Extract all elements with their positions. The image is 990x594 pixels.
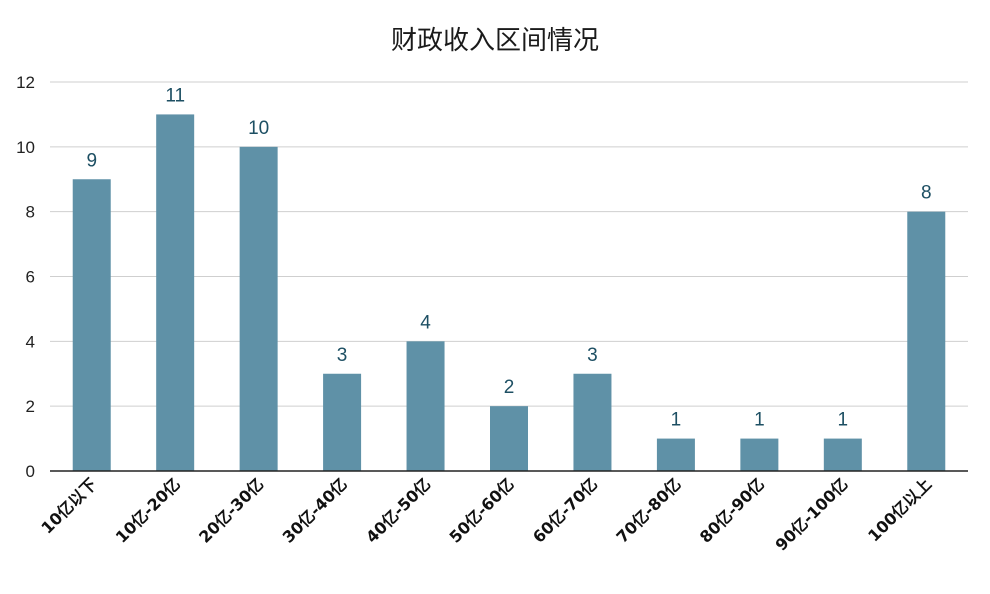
data-label: 4 — [420, 312, 431, 333]
bar — [72, 179, 111, 471]
data-label: 1 — [838, 410, 849, 431]
bar — [740, 438, 779, 471]
x-tick-label: 40亿-50亿 — [362, 474, 434, 546]
x-tick-label: 20亿-30亿 — [195, 474, 267, 546]
data-label: 11 — [165, 85, 185, 106]
x-tick-label: 90亿-100亿 — [772, 474, 852, 554]
x-tick-label: 70亿-80亿 — [612, 474, 684, 546]
bars — [72, 114, 946, 472]
y-tick-label: 6 — [26, 268, 35, 287]
bar — [323, 373, 362, 471]
bar — [406, 341, 445, 471]
data-label: 2 — [504, 377, 515, 398]
bar — [823, 438, 862, 471]
data-label: 1 — [671, 410, 682, 431]
data-label: 3 — [337, 345, 348, 366]
data-label: 3 — [587, 345, 598, 366]
x-tick-label: 10亿-20亿 — [112, 474, 184, 546]
bar — [907, 211, 946, 471]
bar — [239, 146, 278, 472]
x-tick-label: 30亿-40亿 — [279, 474, 351, 546]
y-tick-label: 12 — [16, 73, 35, 92]
y-tick-label: 10 — [16, 138, 35, 157]
x-axis-ticks: 10亿以下 10亿-20亿 20亿-30亿 30亿-40亿 40亿-50亿 50亿-60亿… — [37, 474, 935, 554]
gridlines — [50, 81, 968, 407]
data-label: 10 — [248, 118, 269, 139]
data-label: 8 — [921, 183, 932, 204]
x-tick-label: 60亿-70亿 — [529, 474, 601, 546]
x-tick-label: 100亿以上 — [864, 474, 935, 545]
y-tick-label: 8 — [26, 203, 35, 222]
bar — [490, 406, 528, 471]
x-tick-label: 50亿-60亿 — [446, 474, 518, 546]
y-tick-label: 4 — [26, 332, 35, 351]
y-axis-ticks: 0 2 4 6 8 10 12 — [16, 73, 35, 481]
data-label: 9 — [86, 150, 97, 171]
y-tick-label: 2 — [26, 397, 35, 416]
data-label: 1 — [754, 410, 765, 431]
chart-title: 财政收入区间情况 — [390, 26, 599, 56]
bar — [656, 438, 695, 471]
bar — [573, 373, 612, 471]
x-tick-label: 80亿-90亿 — [696, 474, 768, 546]
y-tick-label: 0 — [26, 462, 35, 481]
bar — [156, 114, 195, 472]
x-tick-label: 10亿以下 — [37, 474, 100, 537]
